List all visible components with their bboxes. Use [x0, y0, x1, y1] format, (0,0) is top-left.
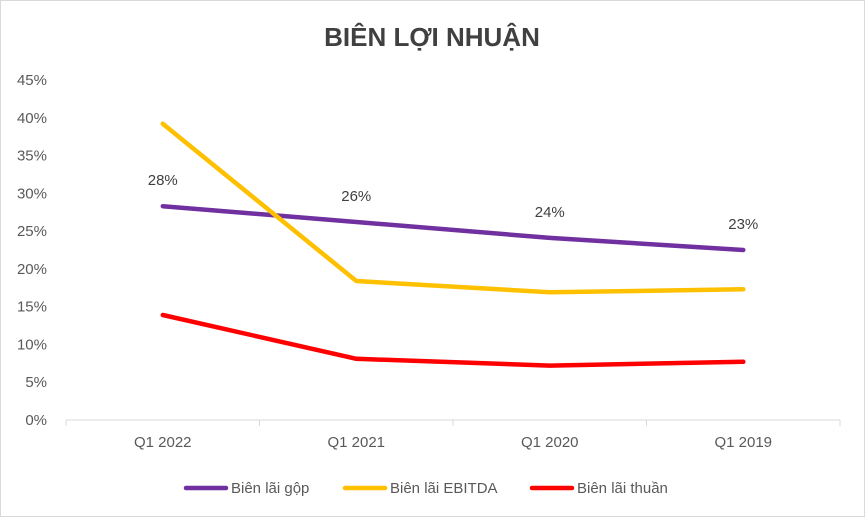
y-tick-label: 45%: [17, 72, 47, 89]
legend-label-1: Biên lãi gộp: [231, 480, 309, 497]
data-label: 23%: [728, 216, 758, 233]
y-tick-label: 10%: [17, 336, 47, 353]
y-tick-label: 20%: [17, 261, 47, 278]
x-tick-label: Q1 2021: [327, 434, 385, 451]
x-tick-label: Q1 2020: [521, 434, 579, 451]
series-layer: [160, 121, 746, 368]
series-line-2: [160, 121, 746, 295]
y-tick-label: 35%: [17, 148, 47, 165]
y-tick-label: 5%: [25, 374, 47, 391]
y-tick-label: 15%: [17, 299, 47, 316]
series-line-1: [160, 203, 746, 253]
y-tick-label: 25%: [17, 223, 47, 240]
legend-label-2: Biên lãi EBITDA: [390, 480, 498, 497]
chart-title: BIÊN LỢI NHUẬN: [324, 22, 540, 52]
x-tick-label: Q1 2022: [134, 434, 192, 451]
series-line-3: [160, 312, 746, 368]
y-tick-label: 30%: [17, 185, 47, 202]
legend: Biên lãi gộp Biên lãi EBITDA Biên lãi thuầ…: [183, 480, 668, 497]
legend-label-3: Biên lãi thuần: [577, 480, 668, 497]
data-labels: 28% 26% 24% 23%: [148, 172, 759, 233]
data-label: 24%: [535, 204, 565, 221]
y-tick-label: 40%: [17, 110, 47, 127]
y-tick-label: 0%: [25, 412, 47, 429]
x-tick-label: Q1 2019: [714, 434, 772, 451]
y-axis: 0% 5% 10% 15% 20% 25% 30% 35% 40% 45%: [17, 72, 47, 429]
data-label: 28%: [148, 172, 178, 189]
data-label: 26%: [341, 188, 371, 205]
x-axis: Q1 2022 Q1 2021 Q1 2020 Q1 2019: [65, 419, 841, 451]
